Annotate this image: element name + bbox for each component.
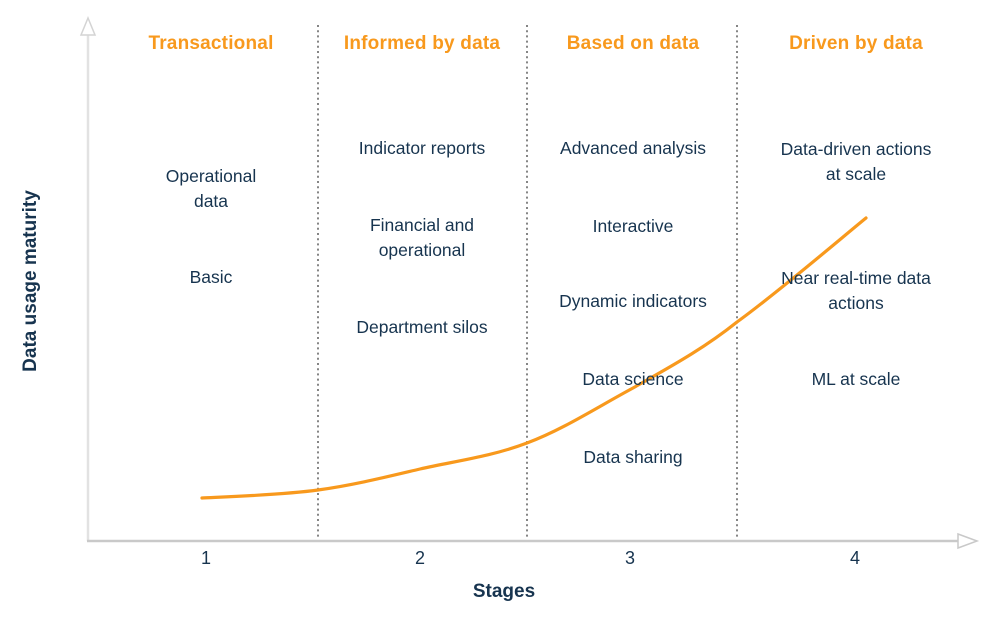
stage3-item-interactive: Interactive xyxy=(592,216,674,236)
x-axis-arrow-icon xyxy=(957,532,980,550)
y-axis-arrow-icon xyxy=(79,16,97,36)
stage2-item-department-silos: Department silos xyxy=(356,317,488,337)
x-tick-1: 1 xyxy=(200,548,212,568)
stage-header-driven-by-data: Driven by data xyxy=(789,33,923,54)
stage2-item-indicator-reports: Indicator reports xyxy=(358,138,486,158)
x-tick-4: 4 xyxy=(849,548,861,568)
stage4-item-data-driven-actions-at-scale: Data-driven actions at scale xyxy=(780,139,932,184)
stage-header-based-on-data: Based on data xyxy=(566,33,700,54)
x-tick-3: 3 xyxy=(624,548,636,568)
stage-header-transactional: Transactional xyxy=(148,33,274,54)
stage3-item-data-science: Data science xyxy=(582,369,684,389)
stage3-item-advanced-analysis: Advanced analysis xyxy=(560,138,706,158)
y-axis-label: Data usage maturity xyxy=(20,190,41,372)
stage1-item-operational-data: Operational data xyxy=(165,166,257,211)
stage3-item-data-sharing: Data sharing xyxy=(583,447,683,467)
stage1-item-basic: Basic xyxy=(189,267,233,287)
stage4-item-ml-at-scale: ML at scale xyxy=(811,369,901,389)
x-axis-label: Stages xyxy=(472,581,536,602)
stage4-item-near-real-time-data-actions: Near real-time data actions xyxy=(781,268,931,313)
stage2-item-financial-and-operational: Financial and operational xyxy=(369,215,475,260)
stage3-item-dynamic-indicators: Dynamic indicators xyxy=(559,291,707,311)
maturity-curve xyxy=(200,216,868,500)
stage-header-informed-by-data: Informed by data xyxy=(343,33,501,54)
x-tick-2: 2 xyxy=(414,548,426,568)
